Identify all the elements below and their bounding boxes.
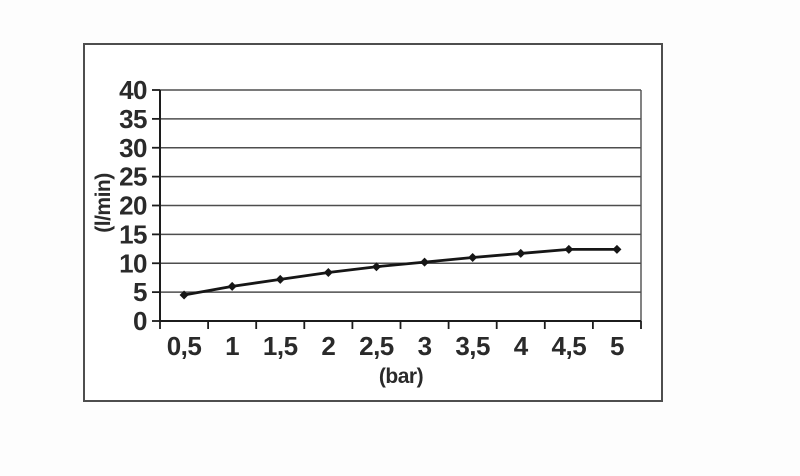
data-point-marker xyxy=(516,248,526,258)
data-point-marker xyxy=(227,281,237,291)
data-point-marker xyxy=(420,257,430,267)
x-tick-label: 5 xyxy=(610,331,624,361)
x-tick-label: 4,5 xyxy=(552,331,587,361)
x-tick-label: 2,5 xyxy=(359,331,394,361)
y-tick-label: 25 xyxy=(119,162,147,192)
x-tick-label: 2 xyxy=(321,331,335,361)
data-point-marker xyxy=(564,244,574,254)
data-point-marker xyxy=(468,252,478,262)
chart-frame xyxy=(83,43,663,402)
y-tick-label: 20 xyxy=(119,191,147,221)
y-tick-label: 5 xyxy=(133,277,147,307)
x-tick-label: 1 xyxy=(225,331,239,361)
data-point-marker xyxy=(612,244,622,254)
y-tick-label: 30 xyxy=(119,133,147,163)
y-axis-title: (l/min) xyxy=(92,173,115,233)
data-point-marker xyxy=(371,262,381,272)
data-point-marker xyxy=(179,290,189,300)
x-axis-title: (bar) xyxy=(378,365,424,388)
data-point-marker xyxy=(275,274,285,284)
x-tick-label: 1,5 xyxy=(263,331,298,361)
x-tick-label: 3,5 xyxy=(455,331,490,361)
y-tick-label: 40 xyxy=(119,75,147,105)
x-tick-label: 4 xyxy=(514,331,529,361)
y-tick-label: 15 xyxy=(119,219,147,249)
series-line xyxy=(183,247,617,297)
data-point-marker xyxy=(323,267,333,277)
x-tick-label: 0,5 xyxy=(167,331,202,361)
x-tick-label: 3 xyxy=(418,331,432,361)
y-tick-label: 0 xyxy=(133,306,147,336)
y-tick-label: 35 xyxy=(119,104,147,134)
y-tick-label: 10 xyxy=(119,248,147,278)
